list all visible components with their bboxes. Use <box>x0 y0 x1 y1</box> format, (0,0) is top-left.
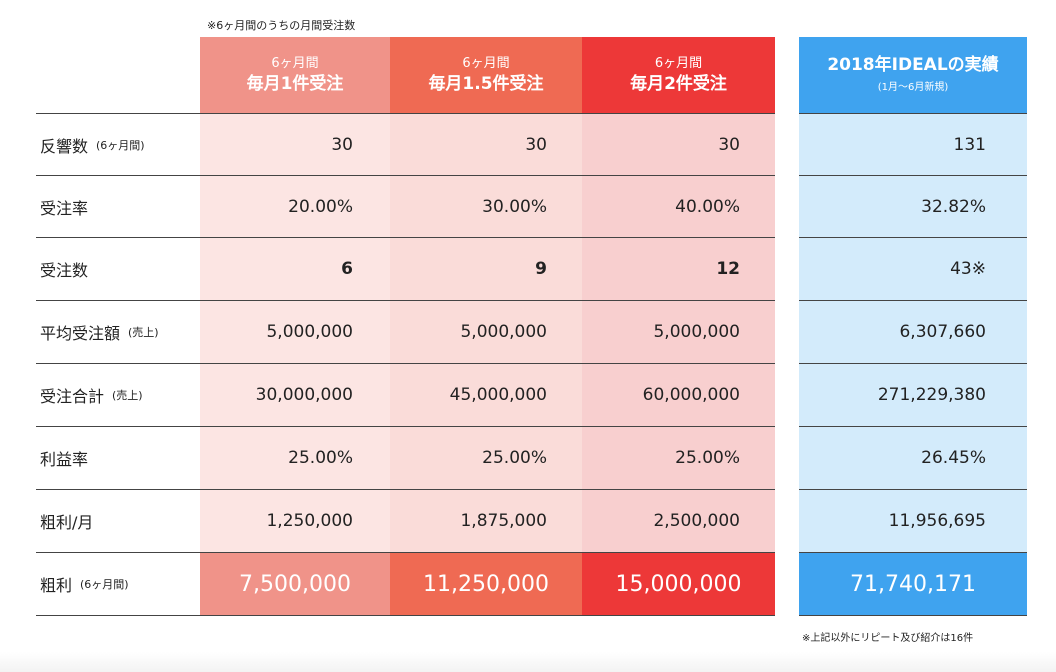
cell-inquiries-col2: 30 <box>525 135 547 155</box>
cell-order-total-col4: 271,229,380 <box>877 385 986 405</box>
cell-avg-order-col2: 5,000,000 <box>460 322 547 342</box>
header-col3-period: 6ヶ月間 <box>654 56 703 71</box>
cell-gross-profit-col2: 11,250,000 <box>423 571 549 597</box>
cell-order-rate-col2: 30.00% <box>482 197 547 217</box>
cell-gross-profit-col3: 15,000,000 <box>615 571 742 597</box>
cell-inquiries-col4: 131 <box>953 135 986 155</box>
cell-gross-profit-col1: 7,500,000 <box>239 571 351 597</box>
header-col1: 6ヶ月間 毎月1件受注 <box>200 37 390 113</box>
cell-order-count-col3: 12 <box>716 259 740 279</box>
row-divider <box>799 363 1027 364</box>
col1-total-bg <box>200 553 390 615</box>
header-col2-period: 6ヶ月間 <box>462 56 510 71</box>
row-divider <box>36 113 775 114</box>
cell-avg-order-col3: 5,000,000 <box>653 322 740 342</box>
row-label-order-count: 受注数 <box>40 261 89 280</box>
row-label-profit-rate: 利益率 <box>40 450 89 469</box>
cell-order-total-col3: 60,000,000 <box>642 385 740 405</box>
col2-body-bg <box>390 113 582 552</box>
row-divider <box>36 489 775 490</box>
col4-body-bg <box>799 113 1027 552</box>
row-divider <box>799 426 1027 427</box>
header-col4: 2018年IDEALの実績 (1月〜6月新規) <box>799 37 1027 113</box>
cell-monthly-profit-col4: 11,956,695 <box>888 511 986 531</box>
col2-total-bg <box>390 553 582 615</box>
row-label-order-total: 受注合計 (売上) <box>40 387 143 406</box>
bottom-band <box>0 652 1056 672</box>
cell-profit-rate-col4: 26.45% <box>921 448 986 468</box>
row-divider <box>36 363 775 364</box>
row-divider <box>799 300 1027 301</box>
header-col4-subtitle: (1月〜6月新規) <box>877 82 949 93</box>
cell-order-rate-col4: 32.82% <box>921 197 986 217</box>
row-divider <box>36 426 775 427</box>
row-divider <box>36 615 775 616</box>
cell-monthly-profit-col2: 1,875,000 <box>460 511 547 531</box>
cell-order-rate-col1: 20.00% <box>288 197 353 217</box>
row-label-avg-order: 平均受注額 (売上) <box>40 324 159 343</box>
row-divider <box>36 552 775 553</box>
row-divider <box>36 237 775 238</box>
cell-order-total-col1: 30,000,000 <box>255 385 353 405</box>
cell-order-count-col4: 43※ <box>950 259 986 279</box>
cell-order-count-col2: 9 <box>535 259 547 279</box>
cell-monthly-profit-col1: 1,250,000 <box>266 511 353 531</box>
cell-profit-rate-col2: 25.00% <box>482 448 547 468</box>
cell-profit-rate-col3: 25.00% <box>675 448 740 468</box>
note-bottom: ※上記以外にリピート及び紹介は16件 <box>802 633 974 644</box>
row-label-monthly-profit: 粗利/月 <box>40 513 94 532</box>
row-divider <box>799 489 1027 490</box>
cell-avg-order-col4: 6,307,660 <box>899 322 986 342</box>
cell-inquiries-col3: 30 <box>718 135 740 155</box>
row-label-gross-profit: 粗利 (6ヶ月間) <box>40 576 129 595</box>
header-col2-title: 毎月1.5件受注 <box>428 74 544 94</box>
row-divider <box>36 300 775 301</box>
cell-gross-profit-col4: 71,740,171 <box>850 571 976 597</box>
col3-body-bg <box>582 113 775 552</box>
cell-order-total-col2: 45,000,000 <box>449 385 547 405</box>
note-top: ※6ヶ月間のうちの月間受注数 <box>207 19 356 32</box>
col3-total-bg <box>582 553 775 615</box>
col4-total-bg <box>799 553 1027 615</box>
row-divider <box>799 237 1027 238</box>
header-col3-title: 毎月2件受注 <box>630 74 727 94</box>
row-label-order-rate: 受注率 <box>40 199 89 218</box>
cell-profit-rate-col1: 25.00% <box>288 448 353 468</box>
row-divider <box>799 552 1027 553</box>
row-divider <box>799 175 1027 176</box>
header-col1-title: 毎月1件受注 <box>246 74 344 94</box>
header-col3: 6ヶ月間 毎月2件受注 <box>582 37 775 113</box>
cell-order-count-col1: 6 <box>341 259 353 279</box>
col1-body-bg <box>200 113 390 552</box>
header-col2: 6ヶ月間 毎月1.5件受注 <box>390 37 582 113</box>
cell-monthly-profit-col3: 2,500,000 <box>653 511 740 531</box>
row-divider <box>36 175 775 176</box>
cell-avg-order-col1: 5,000,000 <box>266 322 353 342</box>
header-col1-period: 6ヶ月間 <box>271 56 319 71</box>
cell-order-rate-col3: 40.00% <box>675 197 740 217</box>
row-divider <box>799 615 1027 616</box>
cell-inquiries-col1: 30 <box>331 135 353 155</box>
row-divider <box>799 113 1027 114</box>
row-label-inquiries: 反響数 (6ヶ月間) <box>40 137 145 156</box>
header-col4-title: 2018年IDEALの実績 <box>827 55 999 75</box>
